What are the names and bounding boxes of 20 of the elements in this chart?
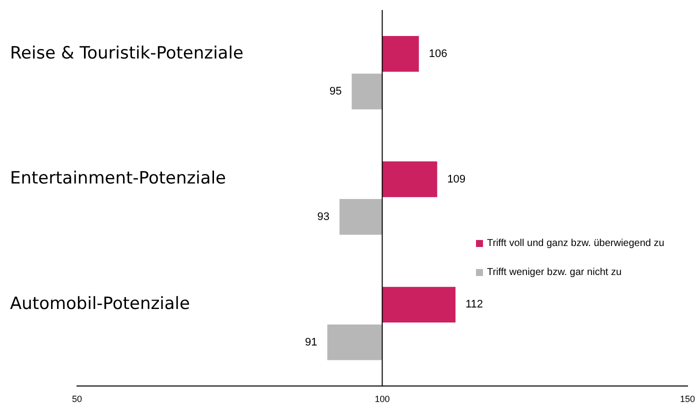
x-tick-label: 150 [680, 394, 696, 404]
data-label: 109 [447, 173, 466, 186]
bar [382, 36, 419, 72]
data-label: 106 [428, 48, 448, 60]
y-tick-label: Reise & Touristik-Potenziale [10, 43, 244, 64]
legend-label: Trifft voll und ganz bzw. überwiegend zu [487, 238, 664, 249]
bar [327, 324, 382, 360]
y-tick-label: Automobil-Potenziale [10, 294, 190, 314]
data-label: 91 [305, 336, 318, 348]
x-tick-label: 50 [72, 394, 82, 404]
bar [340, 199, 382, 235]
y-tick-label: Entertainment-Potenziale [10, 168, 226, 189]
bar [382, 286, 456, 323]
legend-label: Trifft weniger bzw. gar nicht zu [487, 267, 622, 278]
data-label: 93 [317, 210, 330, 223]
x-tick-label: 100 [374, 394, 390, 404]
data-label: 112 [466, 298, 484, 311]
bar [382, 161, 438, 198]
data-label: 95 [329, 86, 342, 98]
bar [352, 74, 382, 110]
